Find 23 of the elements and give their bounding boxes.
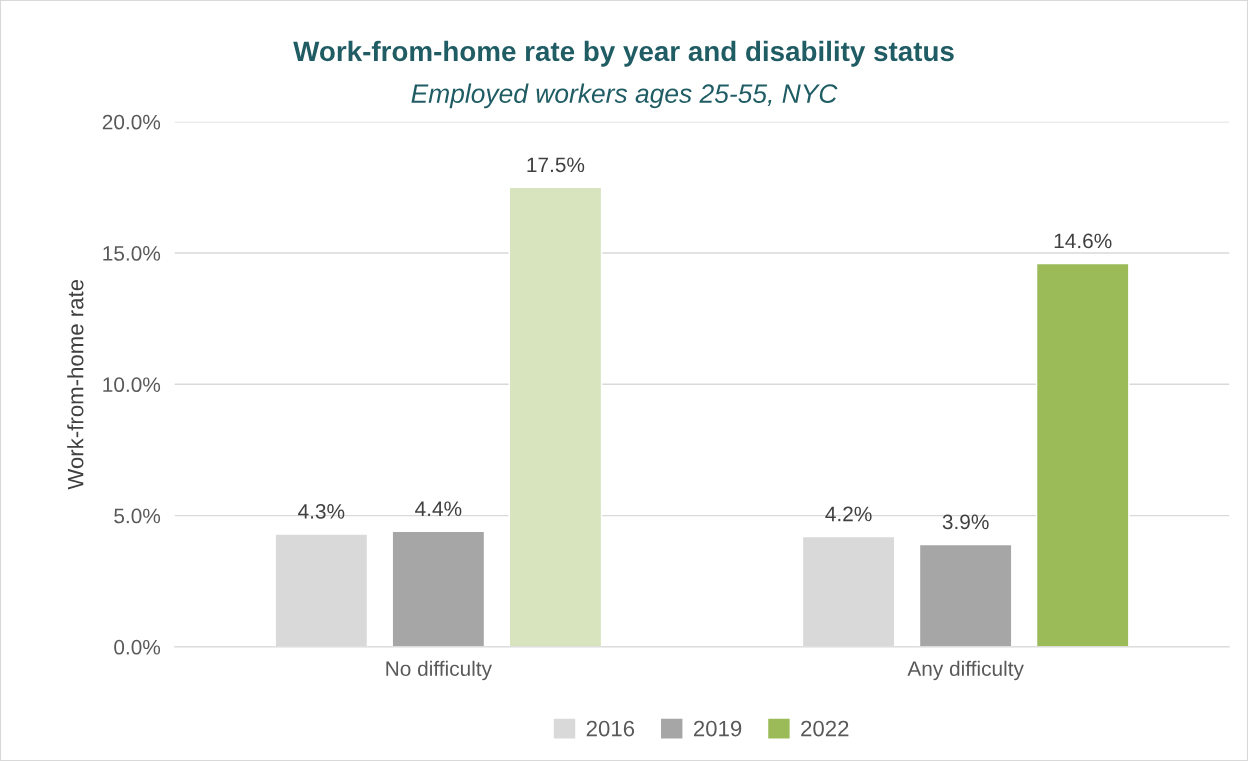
data-label: 3.9%: [942, 514, 989, 530]
legend-label: 2022: [801, 720, 849, 737]
y-tick-label: 5.0%: [114, 508, 161, 524]
legend-label: 2019: [693, 720, 742, 737]
bar: [391, 530, 486, 647]
bar: [1035, 262, 1130, 647]
y-tick-label: 20.0%: [102, 114, 161, 130]
data-label: 17.5%: [527, 157, 585, 173]
x-tick-label: Any difficulty: [907, 660, 1024, 681]
y-tick-label: 10.0%: [103, 377, 161, 393]
data-label: 4.3%: [298, 503, 345, 519]
data-label: 4.2%: [825, 506, 872, 522]
y-tick-label: 0.0%: [114, 639, 161, 655]
data-label: 4.4%: [415, 501, 462, 517]
y-tick-label: 15.0%: [103, 246, 161, 261]
x-tick-label: No difficulty: [386, 660, 492, 681]
data-label: 14.6%: [1054, 233, 1112, 249]
y-axis-title: Work-from-home rate: [67, 279, 84, 490]
legend-label: 2016: [586, 720, 635, 737]
chart-subtitle: Employed workers ages 25-55, NYC: [411, 83, 838, 109]
bar: [508, 186, 603, 647]
chart-title: Work-from-home rate by year and disability status: [293, 40, 954, 67]
bar: [918, 543, 1013, 647]
